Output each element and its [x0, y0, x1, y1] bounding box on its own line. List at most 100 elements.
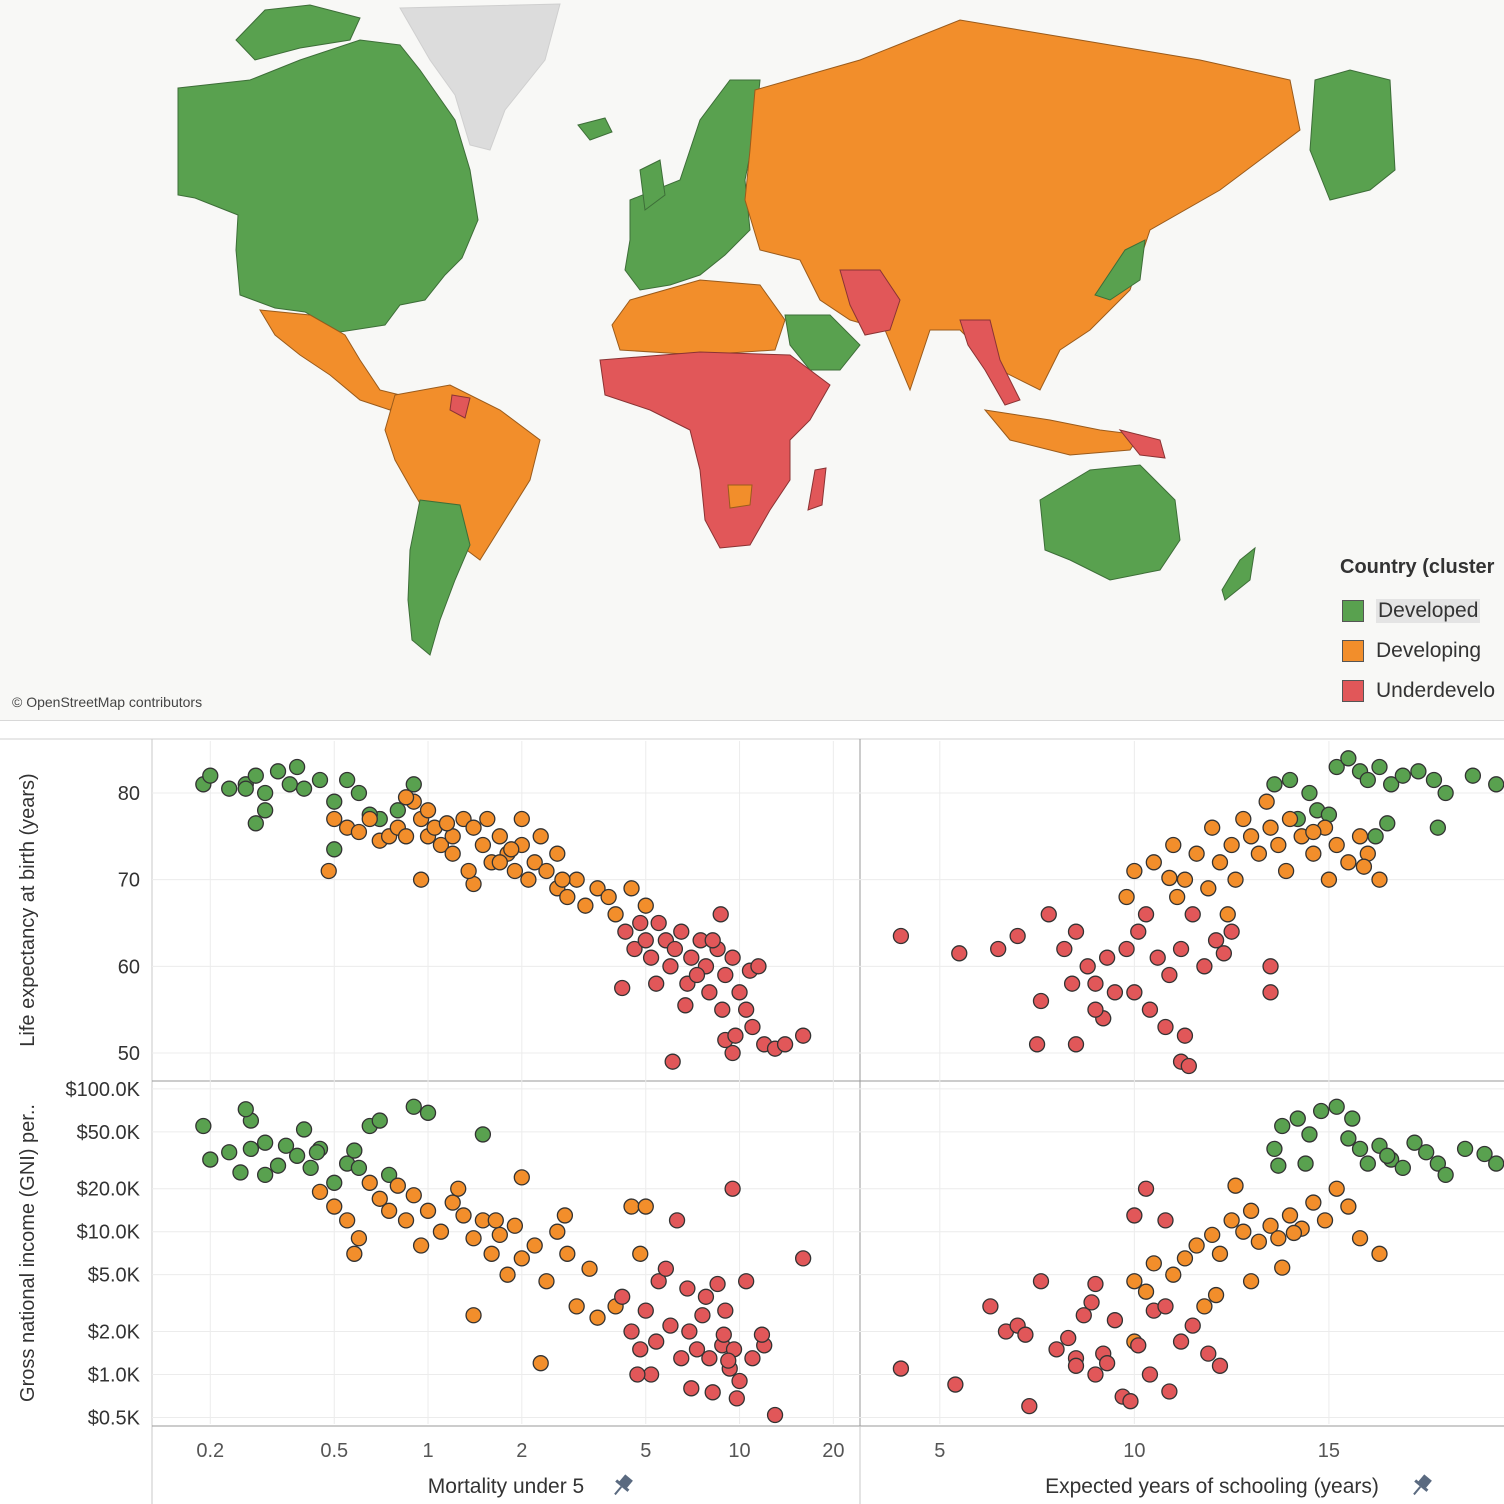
scatter-point-developed[interactable] — [1429, 1155, 1447, 1172]
scatter-point-underdeveloped[interactable] — [1207, 932, 1225, 949]
new-zealand-shape[interactable] — [1221, 546, 1256, 601]
scatter-point-underdeveloped[interactable] — [1087, 1001, 1104, 1018]
scatter-point-developed[interactable] — [256, 802, 274, 819]
scatter-point-developing[interactable] — [520, 871, 537, 888]
myanmar-shape[interactable] — [959, 319, 1021, 406]
scatter-point-underdeveloped[interactable] — [794, 1250, 812, 1267]
scatter-point-developing[interactable] — [1305, 823, 1322, 841]
scatter-point-underdeveloped[interactable] — [717, 966, 734, 984]
scatter-point-underdeveloped[interactable] — [650, 914, 667, 932]
scatter-point-developed[interactable] — [247, 767, 264, 784]
scatter-point-underdeveloped[interactable] — [697, 1288, 715, 1305]
scatter-point-developing[interactable] — [350, 823, 368, 841]
scatter-point-underdeveloped[interactable] — [1130, 1337, 1147, 1354]
scatter-point-developing[interactable] — [1211, 854, 1229, 871]
scatter-point-underdeveloped[interactable] — [892, 1360, 910, 1377]
guyana-shape[interactable] — [449, 394, 471, 419]
scatter-point-developing[interactable] — [637, 1198, 654, 1215]
scatter-point-underdeveloped[interactable] — [724, 1044, 741, 1062]
scatter-point-developing[interactable] — [361, 810, 378, 828]
scatter-point-developing[interactable] — [483, 1245, 500, 1262]
scatter-point-developed[interactable] — [1270, 1157, 1287, 1174]
scatter-point-developing[interactable] — [405, 1187, 422, 1204]
scatter-point-developing[interactable] — [513, 810, 530, 828]
sub-saharan-africa-shape[interactable] — [599, 351, 831, 549]
scatter-point-developing[interactable] — [1165, 836, 1182, 854]
scatter-point-developed[interactable] — [1266, 1140, 1283, 1158]
scatter-point-developing[interactable] — [389, 1177, 406, 1194]
scatter-point-underdeveloped[interactable] — [776, 1036, 794, 1053]
scatter-point-developed[interactable] — [269, 1157, 287, 1174]
scatter-point-developing[interactable] — [438, 815, 456, 832]
scatter-point-developing[interactable] — [1285, 1224, 1303, 1242]
scatter-point-developed[interactable] — [1301, 784, 1318, 802]
scatter-point-underdeveloped[interactable] — [1126, 1207, 1143, 1224]
scatter-point-developing[interactable] — [526, 854, 543, 871]
scatter-point-underdeveloped[interactable] — [1048, 1341, 1065, 1358]
arabia-shape[interactable] — [784, 314, 861, 371]
scatter-point-developing[interactable] — [1250, 845, 1268, 862]
scatter-point-developing[interactable] — [1176, 871, 1194, 888]
scatter-point-developing[interactable] — [371, 1190, 388, 1207]
scatter-point-developed[interactable] — [1328, 1098, 1345, 1115]
botswana-shape[interactable] — [727, 484, 753, 509]
scatter-point-developing[interactable] — [432, 1223, 450, 1240]
scatter-point-developing[interactable] — [1328, 836, 1345, 854]
scatter-point-developed[interactable] — [1410, 763, 1427, 780]
scatter-point-developed[interactable] — [242, 1140, 260, 1158]
north-africa-shape[interactable] — [611, 279, 786, 356]
scatter-point-developing[interactable] — [559, 888, 576, 906]
scatter-point-developing[interactable] — [1320, 871, 1338, 888]
scatter-point-underdeveloped[interactable] — [1067, 1357, 1085, 1374]
scatter-point-underdeveloped[interactable] — [1079, 958, 1096, 975]
scatter-point-developed[interactable] — [326, 1174, 343, 1191]
scatter-point-developed[interactable] — [277, 1137, 295, 1154]
scatter-point-developed[interactable] — [1359, 1155, 1376, 1172]
scatter-point-developed[interactable] — [237, 780, 254, 797]
scatter-point-developing[interactable] — [1340, 1198, 1357, 1215]
scatter-point-underdeveloped[interactable] — [744, 1018, 761, 1036]
scatter-point-developing[interactable] — [1262, 1217, 1279, 1234]
scatter-point-developing[interactable] — [637, 897, 654, 914]
scatter-point-underdeveloped[interactable] — [1141, 1366, 1159, 1383]
scatter-point-developing[interactable] — [491, 1226, 508, 1244]
scatter-point-underdeveloped[interactable] — [694, 1307, 711, 1324]
scatter-point-underdeveloped[interactable] — [1075, 1307, 1092, 1324]
scatter-point-developing[interactable] — [338, 1212, 356, 1229]
scatter-point-underdeveloped[interactable] — [728, 1390, 745, 1407]
scatter-point-underdeveloped[interactable] — [626, 940, 643, 958]
scatter-point-developing[interactable] — [1188, 1237, 1205, 1254]
scatter-point-underdeveloped[interactable] — [753, 1326, 771, 1343]
scatter-point-underdeveloped[interactable] — [1157, 1018, 1174, 1036]
scatter-point-underdeveloped[interactable] — [681, 1323, 698, 1340]
scatter-point-developed[interactable] — [371, 1112, 388, 1129]
scatter-point-developed[interactable] — [302, 1159, 319, 1176]
south-america-shape[interactable] — [384, 384, 541, 561]
madagascar-shape[interactable] — [807, 467, 827, 511]
scatter-point-developed[interactable] — [256, 1166, 274, 1184]
scatter-point-underdeveloped[interactable] — [1184, 1317, 1201, 1334]
scatter-point-underdeveloped[interactable] — [623, 1323, 640, 1340]
scatter-point-developing[interactable] — [499, 1266, 516, 1283]
scatter-point-developing[interactable] — [1137, 1283, 1155, 1300]
scatter-point-developing[interactable] — [465, 1307, 482, 1324]
scatter-point-developing[interactable] — [577, 897, 594, 914]
scatter-point-developing[interactable] — [474, 836, 492, 854]
scatter-point-developing[interactable] — [589, 880, 606, 897]
scatter-point-developed[interactable] — [389, 802, 406, 819]
legend-item-developed[interactable]: Developed — [1340, 591, 1504, 631]
scatter-point-developed[interactable] — [281, 776, 298, 793]
scatter-point-underdeveloped[interactable] — [744, 1350, 761, 1367]
scatter-point-underdeveloped[interactable] — [990, 940, 1007, 958]
scatter-point-underdeveloped[interactable] — [1063, 975, 1081, 992]
scatter-point-developing[interactable] — [1274, 1259, 1291, 1276]
pin-icon[interactable] — [609, 1472, 635, 1499]
scatter-point-developing[interactable] — [559, 1245, 576, 1262]
scatter-point-underdeveloped[interactable] — [717, 1302, 734, 1319]
scatter-point-developed[interactable] — [1379, 815, 1396, 832]
scatter-point-developed[interactable] — [1456, 1140, 1474, 1158]
scatter-point-underdeveloped[interactable] — [1032, 1273, 1050, 1290]
scatter-point-underdeveloped[interactable] — [1157, 1212, 1174, 1229]
scatter-point-developing[interactable] — [1145, 854, 1162, 871]
scatter-point-developing[interactable] — [1196, 1298, 1213, 1315]
